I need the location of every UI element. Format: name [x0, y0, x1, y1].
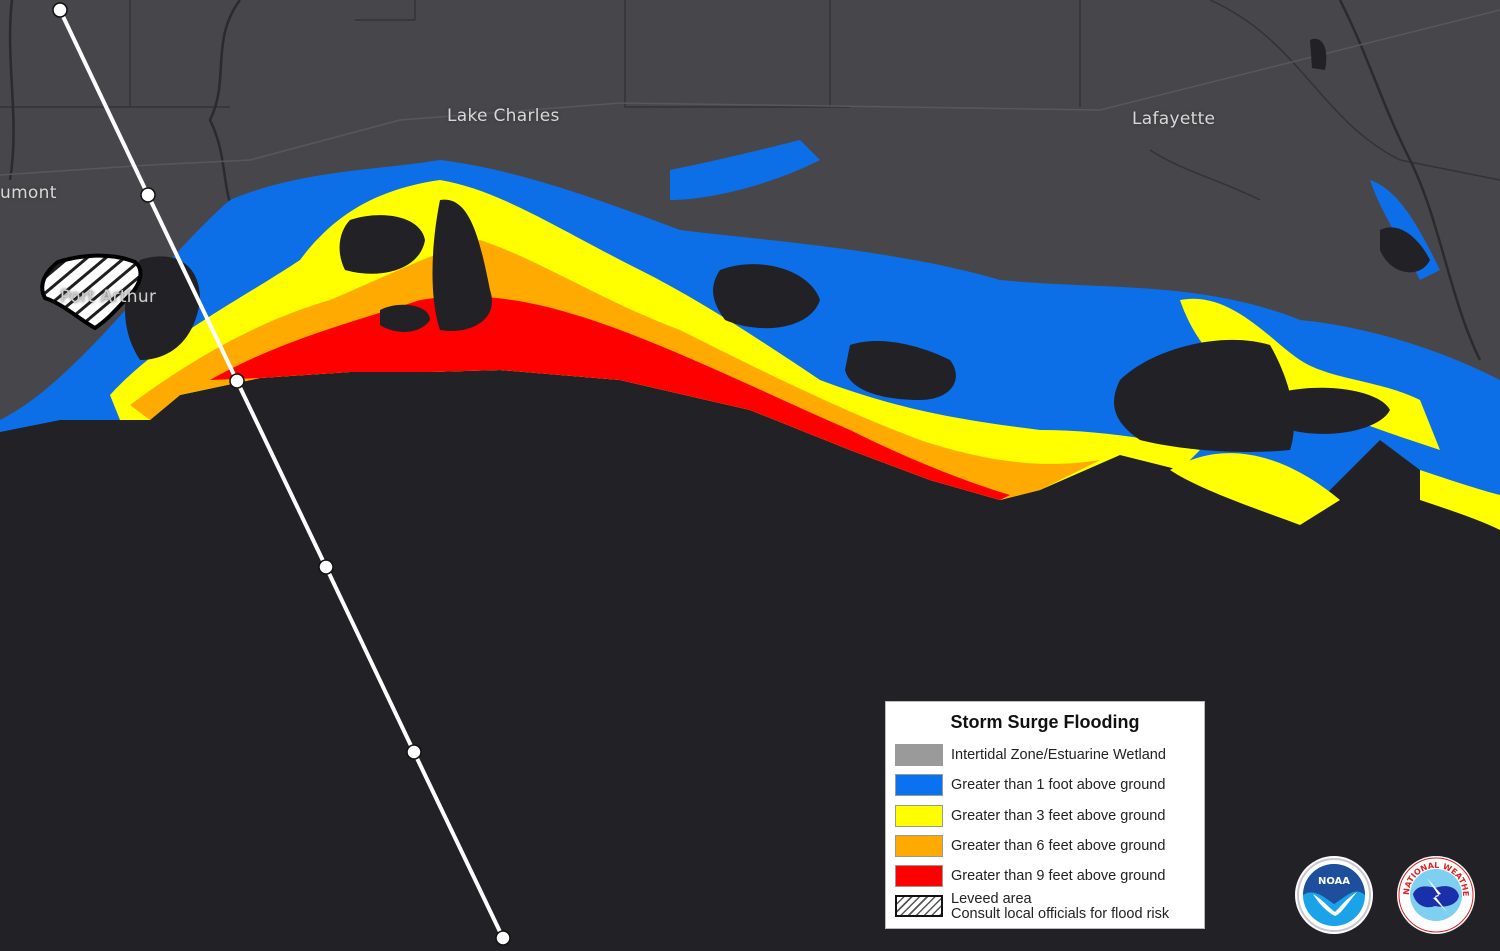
legend-swatch — [895, 835, 943, 857]
lakes — [125, 38, 1430, 452]
track-point-icon — [406, 744, 422, 760]
city-label-lake-charles: Lake Charles — [447, 106, 560, 126]
legend-label: Greater than 6 feet above ground — [951, 838, 1166, 854]
noaa-logo-icon: NOAA — [1295, 856, 1373, 934]
nws-logo-icon: NATIONAL WEATHER SERVICE — [1394, 849, 1475, 934]
city-label-port-arthur: Port Arthur — [60, 287, 157, 307]
track-point-icon — [52, 2, 68, 18]
city-label-lafayette: Lafayette — [1132, 109, 1216, 129]
legend-swatch — [895, 774, 943, 796]
legend-swatch — [895, 865, 943, 887]
flood-zone-9ft — [210, 296, 1010, 500]
legend: Storm Surge Flooding Intertidal Zone/Est… — [885, 701, 1205, 929]
legend-swatch — [895, 744, 943, 766]
legend-label: Intertidal Zone/Estuarine Wetland — [951, 747, 1166, 763]
legend-item-1ft: Greater than 1 foot above ground — [895, 773, 1165, 797]
legend-label: Greater than 1 foot above ground — [951, 777, 1166, 793]
legend-label: Leveed area — [951, 891, 1032, 907]
legend-item-6ft: Greater than 6 feet above ground — [895, 834, 1165, 858]
track-point-icon — [318, 559, 334, 575]
legend-swatch — [895, 805, 943, 827]
track-point-icon — [495, 930, 511, 946]
legend-title: Storm Surge Flooding — [950, 712, 1140, 732]
svg-text:NOAA: NOAA — [1318, 876, 1350, 887]
legend-label: Greater than 9 feet above ground — [951, 868, 1166, 884]
track-point-icon — [229, 373, 245, 389]
legend-label: Consult local officials for flood risk — [951, 906, 1170, 922]
storm-track — [52, 2, 511, 946]
legend-label: Greater than 3 feet above ground — [951, 808, 1166, 824]
legend-item-intertidal: Intertidal Zone/Estuarine Wetland — [895, 743, 1166, 767]
leveed-area — [40, 253, 143, 331]
city-label-beaumont: umont — [0, 183, 57, 203]
track-point-icon — [140, 187, 156, 203]
hatch-swatch-icon — [895, 895, 943, 917]
legend-item-leveed: Leveed area Consult local officials for … — [895, 891, 1169, 922]
legend-item-3ft: Greater than 3 feet above ground — [895, 804, 1165, 828]
legend-item-9ft: Greater than 9 feet above ground — [895, 864, 1165, 888]
